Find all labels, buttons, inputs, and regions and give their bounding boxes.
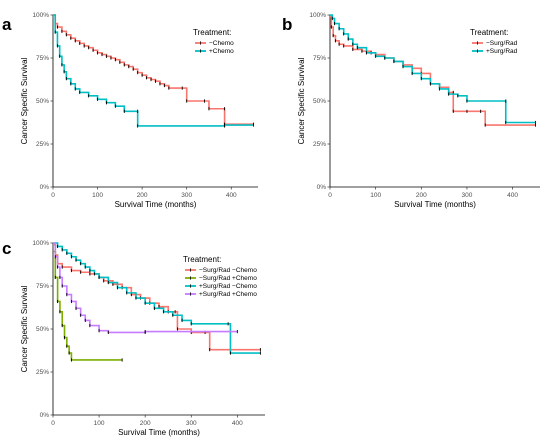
x-tick-label: 300 bbox=[462, 192, 473, 199]
panel-a: a 0% 25% 50% 75% 100% 0 100 200 300 400 Survival Ti… bbox=[2, 12, 258, 209]
x-tick-label: 300 bbox=[186, 420, 197, 427]
x-tick-label: 0 bbox=[51, 192, 55, 199]
x-tick-label: 400 bbox=[232, 420, 243, 427]
x-tick-label: 100 bbox=[370, 192, 381, 199]
legend-title: Treatment: bbox=[470, 28, 508, 37]
legend-label: +Surg/Rad −Chemo bbox=[199, 283, 257, 290]
y-tick-label: 50% bbox=[36, 98, 49, 105]
y-tick-label: 25% bbox=[36, 141, 49, 148]
x-tick-label: 200 bbox=[140, 420, 151, 427]
x-axis-title: Survival Time (months) bbox=[115, 200, 197, 209]
x-tick-label: 0 bbox=[51, 420, 55, 427]
y-tick-label: 50% bbox=[313, 98, 326, 105]
x-tick-label: 300 bbox=[181, 192, 192, 199]
x-tick-label: 400 bbox=[226, 192, 237, 199]
x-tick-label: 0 bbox=[328, 192, 332, 199]
y-tick-label: 100% bbox=[32, 240, 49, 247]
y-tick-label: 0% bbox=[40, 184, 50, 191]
legend-label: −Chemo bbox=[209, 40, 234, 47]
y-tick-label: 100% bbox=[32, 12, 49, 19]
y-tick-label: 0% bbox=[317, 184, 327, 191]
x-tick-label: 100 bbox=[92, 192, 103, 199]
series-line-1 bbox=[330, 14, 536, 124]
legend-label: +Chemo bbox=[209, 48, 234, 55]
y-axis-title: Cancer Specific Survival bbox=[297, 57, 306, 144]
legend-label: −Surg/Rad bbox=[486, 40, 518, 47]
y-axis-title: Cancer Specific Survival bbox=[20, 57, 29, 144]
y-tick-label: 25% bbox=[36, 369, 49, 376]
legend: Treatment: −Chemo+Chemo bbox=[193, 28, 234, 55]
series-line-0 bbox=[53, 243, 261, 351]
legend-label: −Surg/Rad +Chemo bbox=[199, 275, 257, 282]
y-tick-label: 75% bbox=[36, 55, 49, 62]
x-tick-label: 400 bbox=[507, 192, 518, 199]
legend-title: Treatment: bbox=[193, 28, 231, 37]
y-tick-label: 50% bbox=[36, 326, 49, 333]
series-line-2 bbox=[53, 242, 261, 354]
x-tick-label: 200 bbox=[137, 192, 148, 199]
x-axis-title: Survival Time (months) bbox=[394, 200, 476, 209]
panel-c: c 0% 25% 50% 75% 100% 0 100 200 300 400 Survival Ti… bbox=[2, 239, 265, 437]
y-axis-title: Cancer Specific Survival bbox=[20, 285, 29, 372]
x-tick-label: 100 bbox=[94, 420, 105, 427]
legend-label: +Surg/Rad bbox=[486, 48, 518, 55]
series-line-3 bbox=[53, 242, 238, 334]
x-axis-title: Survival Time (months) bbox=[118, 428, 200, 437]
legend-label: −Surg/Rad −Chemo bbox=[199, 267, 257, 274]
y-tick-label: 75% bbox=[313, 55, 326, 62]
y-tick-label: 0% bbox=[40, 412, 50, 419]
x-tick-label: 200 bbox=[416, 192, 427, 199]
legend-title: Treatment: bbox=[183, 255, 221, 264]
legend: Treatment: −Surg/Rad −Chemo−Surg/Rad +Che… bbox=[183, 255, 257, 298]
panel-letter: b bbox=[282, 15, 292, 34]
panel-letter: a bbox=[2, 15, 12, 34]
panel-letter: c bbox=[2, 239, 11, 258]
legend: Treatment: −Surg/Rad+Surg/Rad bbox=[470, 28, 518, 55]
series-line-1 bbox=[53, 14, 254, 127]
panel-b: b 0% 25% 50% 75% 100% 0 100 200 300 400 Survival Ti… bbox=[282, 12, 540, 209]
legend-label: +Surg/Rad +Chemo bbox=[199, 291, 257, 298]
y-tick-label: 75% bbox=[36, 283, 49, 290]
y-tick-label: 25% bbox=[313, 141, 326, 148]
y-tick-label: 100% bbox=[309, 12, 326, 19]
